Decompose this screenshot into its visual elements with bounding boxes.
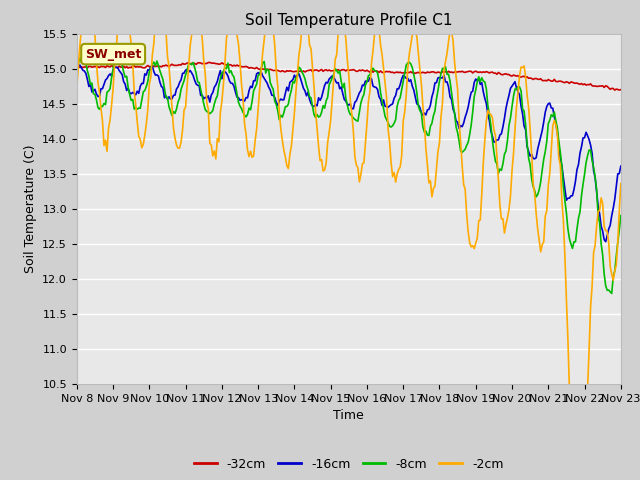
Text: SW_met: SW_met — [85, 48, 141, 60]
X-axis label: Time: Time — [333, 409, 364, 422]
Title: Soil Temperature Profile C1: Soil Temperature Profile C1 — [245, 13, 452, 28]
Legend: -32cm, -16cm, -8cm, -2cm: -32cm, -16cm, -8cm, -2cm — [189, 453, 509, 476]
Y-axis label: Soil Temperature (C): Soil Temperature (C) — [24, 144, 36, 273]
